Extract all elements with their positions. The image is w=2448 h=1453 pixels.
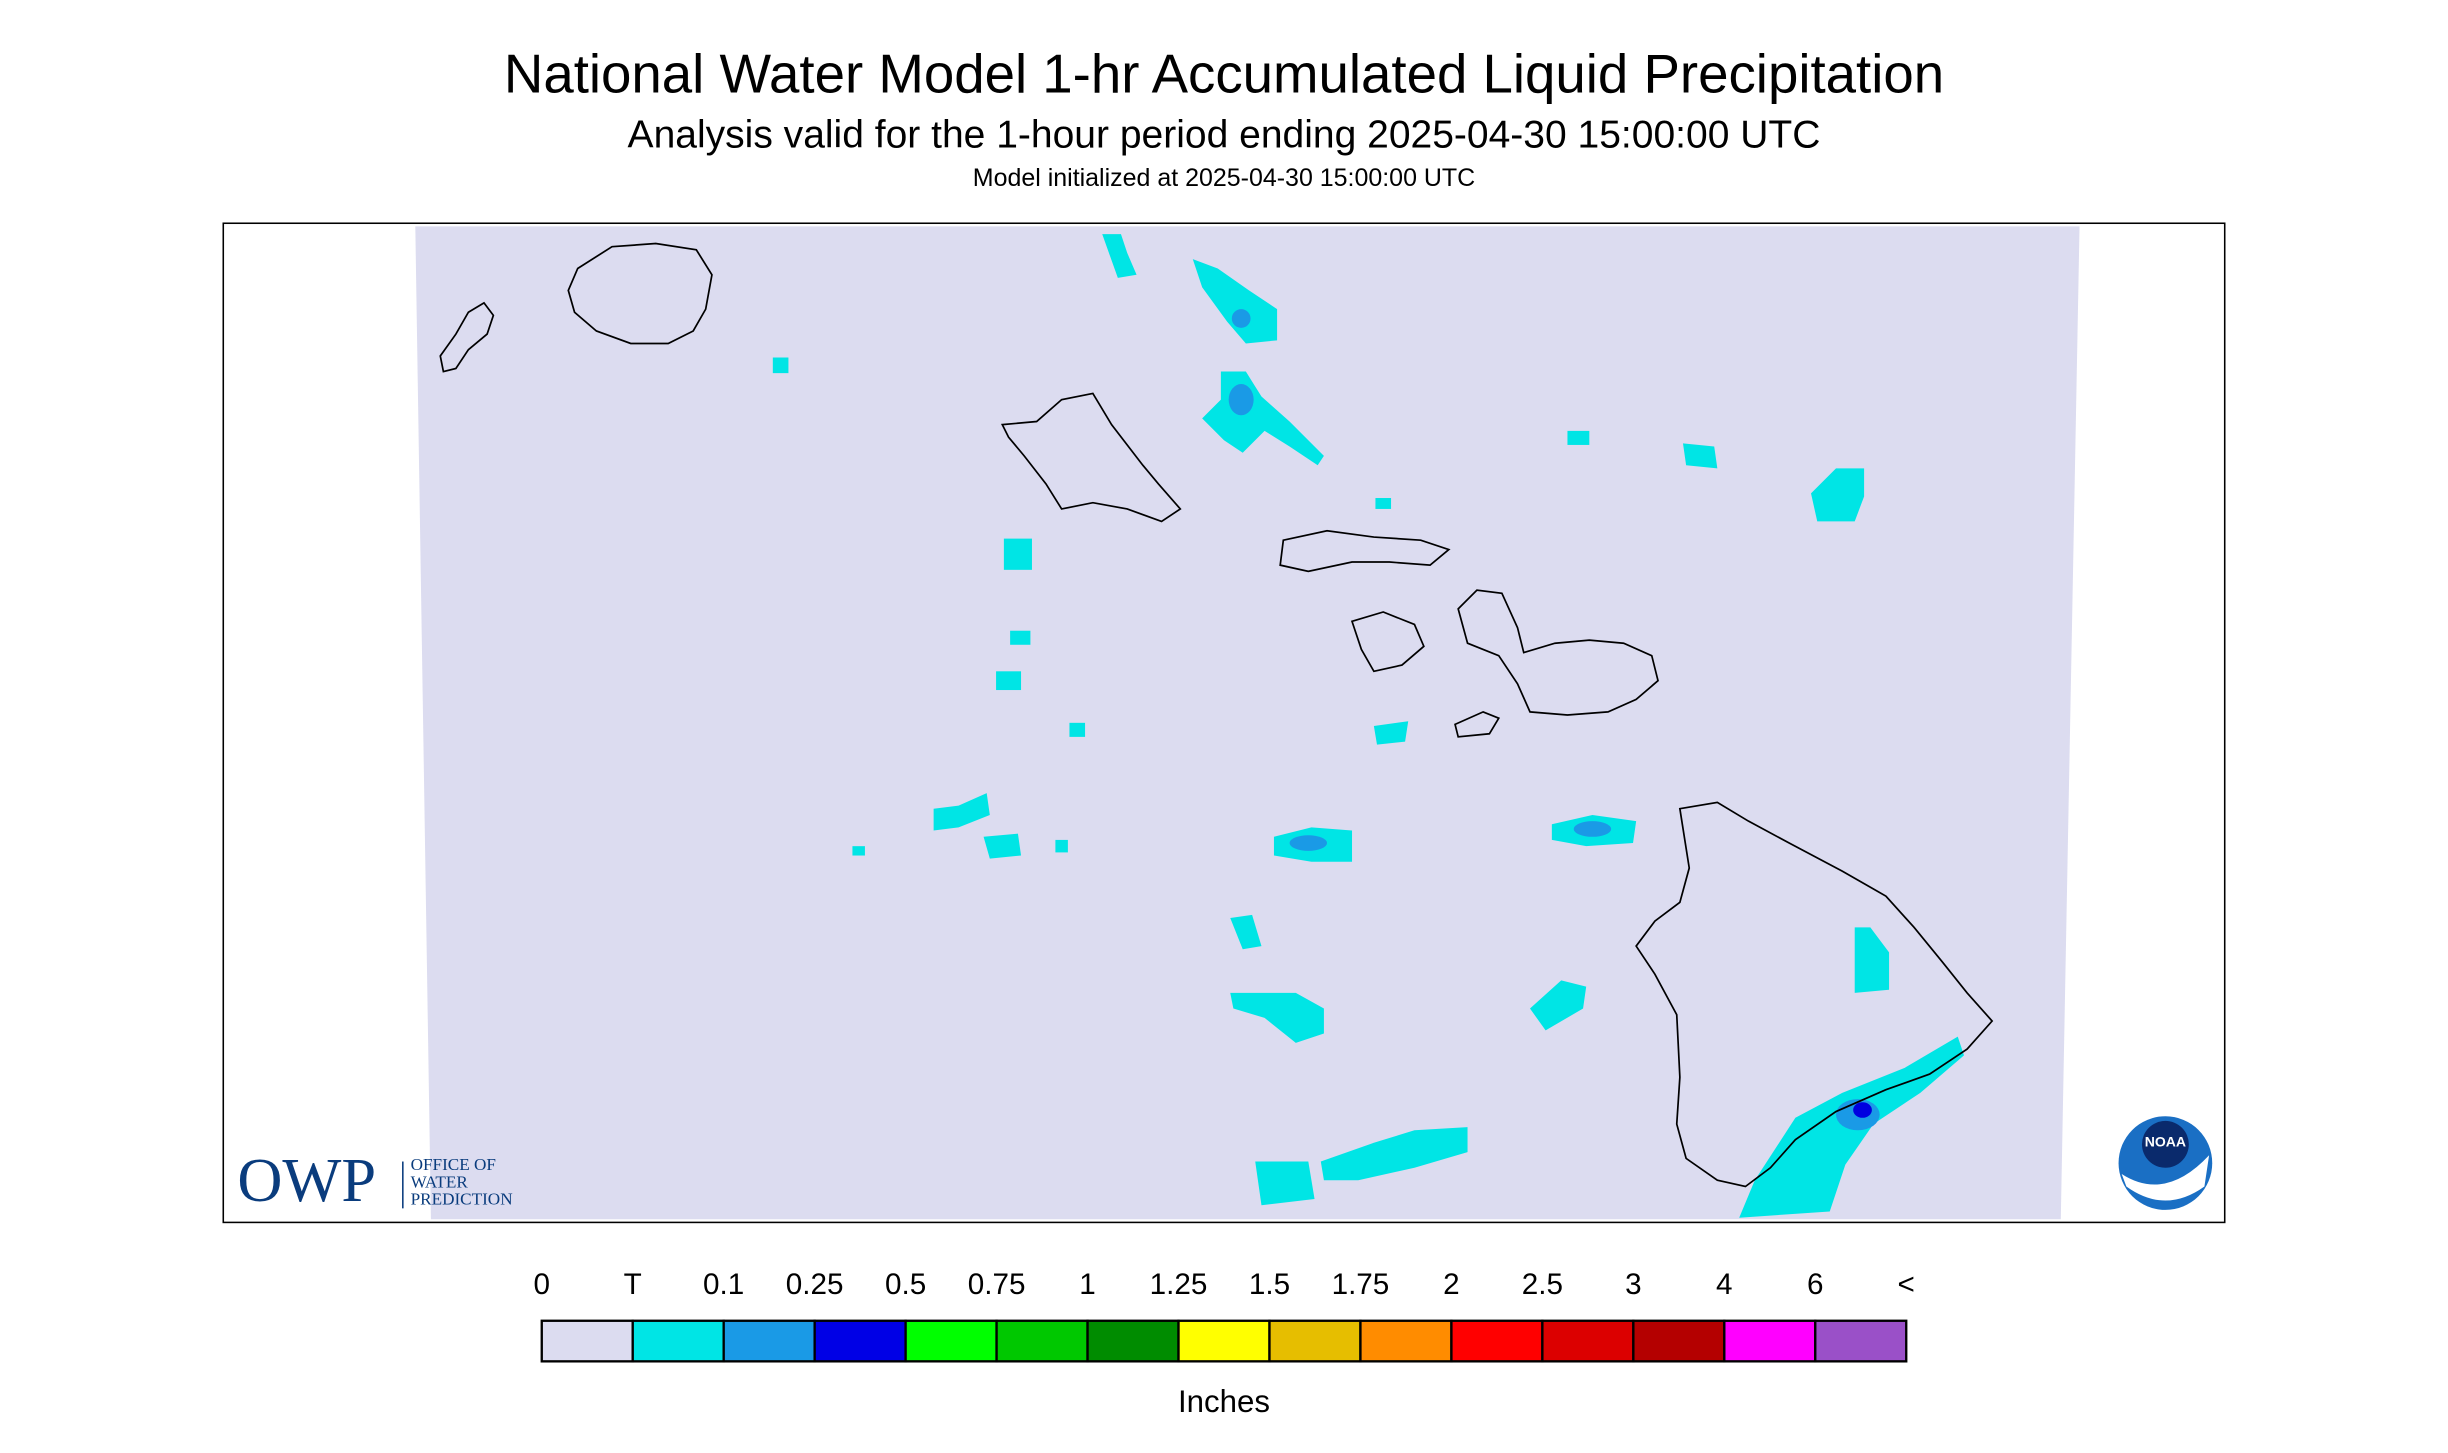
analysis-domain (415, 226, 2080, 1220)
legend-swatch (1086, 1319, 1180, 1363)
legend-label: 1.25 (1150, 1268, 1208, 1301)
legend-label: 0.75 (968, 1268, 1026, 1301)
legend-label: 3 (1625, 1268, 1642, 1301)
legend-unit: Inches (1178, 1384, 1270, 1419)
coastlines (439, 242, 1994, 1188)
legend-label: T (624, 1268, 642, 1301)
legend-swatch (540, 1319, 634, 1363)
legend-label: 0 (534, 1268, 551, 1301)
owp-line: OFFICE OF (411, 1155, 496, 1174)
legend-label: 0.25 (786, 1268, 844, 1301)
legend-swatch (995, 1319, 1089, 1363)
legend-swatch (1450, 1319, 1544, 1363)
legend-swatch (1359, 1319, 1453, 1363)
legend-label: 6 (1807, 1268, 1824, 1301)
legend-label: 2 (1443, 1268, 1460, 1301)
owp-line: PREDICTION (411, 1189, 513, 1208)
legend-swatch (1723, 1319, 1817, 1363)
legend: 0 T 0.1 0.25 0.5 0.75 1 1.25 1.5 1.75 2 2.5 3 4 6 < (534, 1268, 1915, 1363)
legend-swatch (631, 1319, 725, 1363)
noaa-text: NOAA (2145, 1134, 2186, 1150)
legend-swatch (813, 1319, 907, 1363)
noaa-logo: NOAA (2118, 1116, 2213, 1210)
legend-label: 1 (1079, 1268, 1096, 1301)
owp-line: WATER (411, 1172, 469, 1191)
legend-swatch (904, 1319, 998, 1363)
legend-swatch (1541, 1319, 1635, 1363)
legend-swatch (1177, 1319, 1271, 1363)
owp-mark: OWP (237, 1145, 376, 1215)
legend-label: 1.5 (1249, 1268, 1290, 1301)
owp-logo: OWP OFFICE OF WATER PREDICTION (237, 1145, 512, 1215)
legend-swatch (722, 1319, 816, 1363)
legend-label: 4 (1716, 1268, 1733, 1301)
legend-label: 0.5 (885, 1268, 926, 1301)
init-note: Model initialized at 2025-04-30 15:00:00… (973, 164, 1475, 192)
legend-label: 2.5 (1522, 1268, 1563, 1301)
legend-swatch (1268, 1319, 1362, 1363)
legend-label: 0.1 (703, 1268, 744, 1301)
legend-swatch (1814, 1319, 1908, 1363)
legend-swatch (1632, 1319, 1726, 1363)
subtitle: Analysis valid for the 1-hour period end… (628, 114, 1821, 157)
legend-label: < (1898, 1268, 1915, 1301)
legend-label: 1.75 (1332, 1268, 1390, 1301)
title: National Water Model 1-hr Accumulated Li… (504, 43, 1944, 104)
